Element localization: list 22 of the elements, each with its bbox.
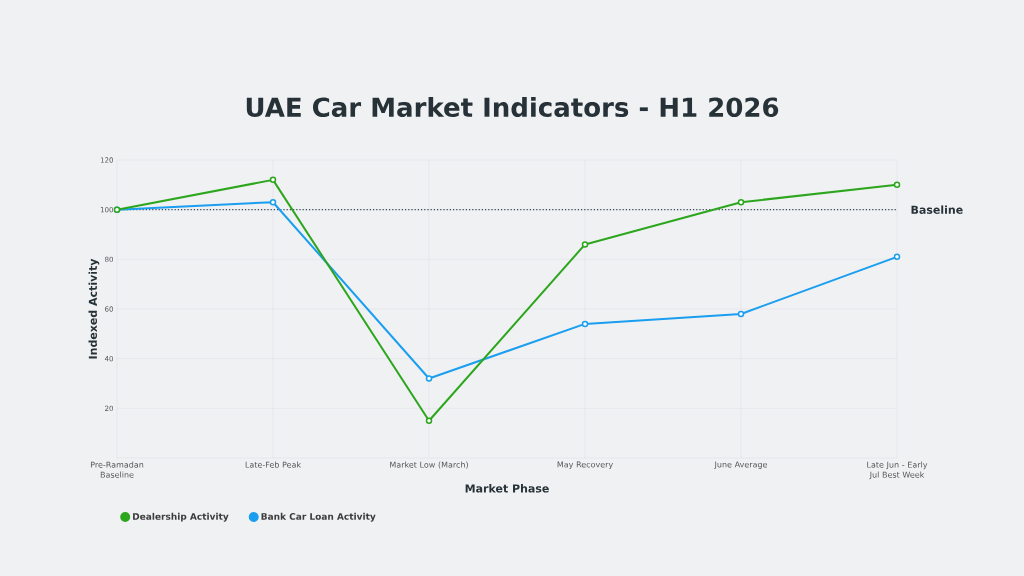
chart-title: UAE Car Market Indicators - H1 2026: [246, 96, 779, 118]
x-tick-label: Pre-Ramadan Baseline: [90, 461, 144, 478]
point: [893, 181, 901, 189]
legend-label: Bank Car Loan Activity: [261, 512, 376, 522]
point: [425, 417, 433, 424]
x-axis-title: Market Phase: [465, 484, 549, 493]
point: [737, 198, 745, 206]
x-tick-label: Late Jun - Early Jul Best Week: [867, 461, 928, 480]
point: [269, 176, 277, 184]
x-tick-label: Late-Feb Peak: [245, 461, 302, 468]
x-tick-label: June Average: [714, 461, 768, 470]
x-tick-label: May Recovery: [557, 461, 613, 470]
point: [425, 375, 433, 382]
point: [737, 310, 745, 318]
point: [893, 253, 901, 261]
point: [269, 198, 277, 206]
ref-line-label: Baseline: [911, 205, 963, 214]
x-tick-label: Market Low (March): [390, 461, 468, 469]
legend-label: Dealership Activity: [133, 512, 229, 522]
point: [581, 241, 589, 248]
point: [581, 320, 589, 328]
y-axis-title: Indexed Activity: [88, 258, 100, 359]
